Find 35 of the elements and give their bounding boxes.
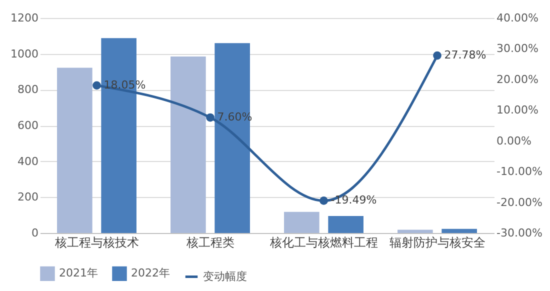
- bar: [442, 228, 477, 233]
- y2-tick-label: 30.00%: [496, 42, 538, 56]
- y-tick-label: 800: [18, 83, 38, 96]
- point: [320, 196, 328, 205]
- x-tick-label: 辐射防护与核安全: [389, 236, 486, 250]
- bar: [57, 68, 92, 233]
- point: [206, 113, 214, 122]
- y2-tick-label: -10.00%: [496, 165, 542, 178]
- y2-tick-label: -30.00%: [496, 226, 542, 240]
- data-label: -19.49%: [330, 194, 377, 207]
- legend-label: 变动幅度: [203, 270, 247, 283]
- bar: [328, 216, 364, 233]
- bar: [284, 212, 320, 233]
- y2-tick-label: 10.00%: [496, 104, 538, 117]
- point: [92, 81, 101, 90]
- point: [433, 51, 442, 60]
- y-tick-label: 1000: [10, 47, 38, 60]
- y2-tick-label: 20.00%: [496, 72, 538, 86]
- y-tick-label: 0: [32, 226, 38, 240]
- legend-label: 2021年: [59, 266, 98, 280]
- y-tick-label: 600: [18, 119, 38, 132]
- x-tick-label: 核工程与核技术: [54, 236, 139, 250]
- bar: [170, 56, 206, 233]
- x-tick-label: 核化工与核燃料工程: [268, 236, 378, 250]
- y-tick-label: 400: [18, 154, 38, 168]
- y2-tick-label: 40.00%: [496, 12, 538, 24]
- data-label: 27.78%: [444, 48, 486, 62]
- y-tick-label: 1200: [10, 12, 38, 24]
- bar: [214, 43, 250, 233]
- bar: [398, 230, 433, 233]
- y2-tick-label: 0.00%: [496, 134, 532, 148]
- y2-tick-label: -20.00%: [496, 196, 542, 209]
- x-tick-label: 核工程类: [185, 236, 234, 250]
- legend-label: 2022年: [131, 266, 170, 280]
- y-tick-label: 200: [18, 190, 38, 204]
